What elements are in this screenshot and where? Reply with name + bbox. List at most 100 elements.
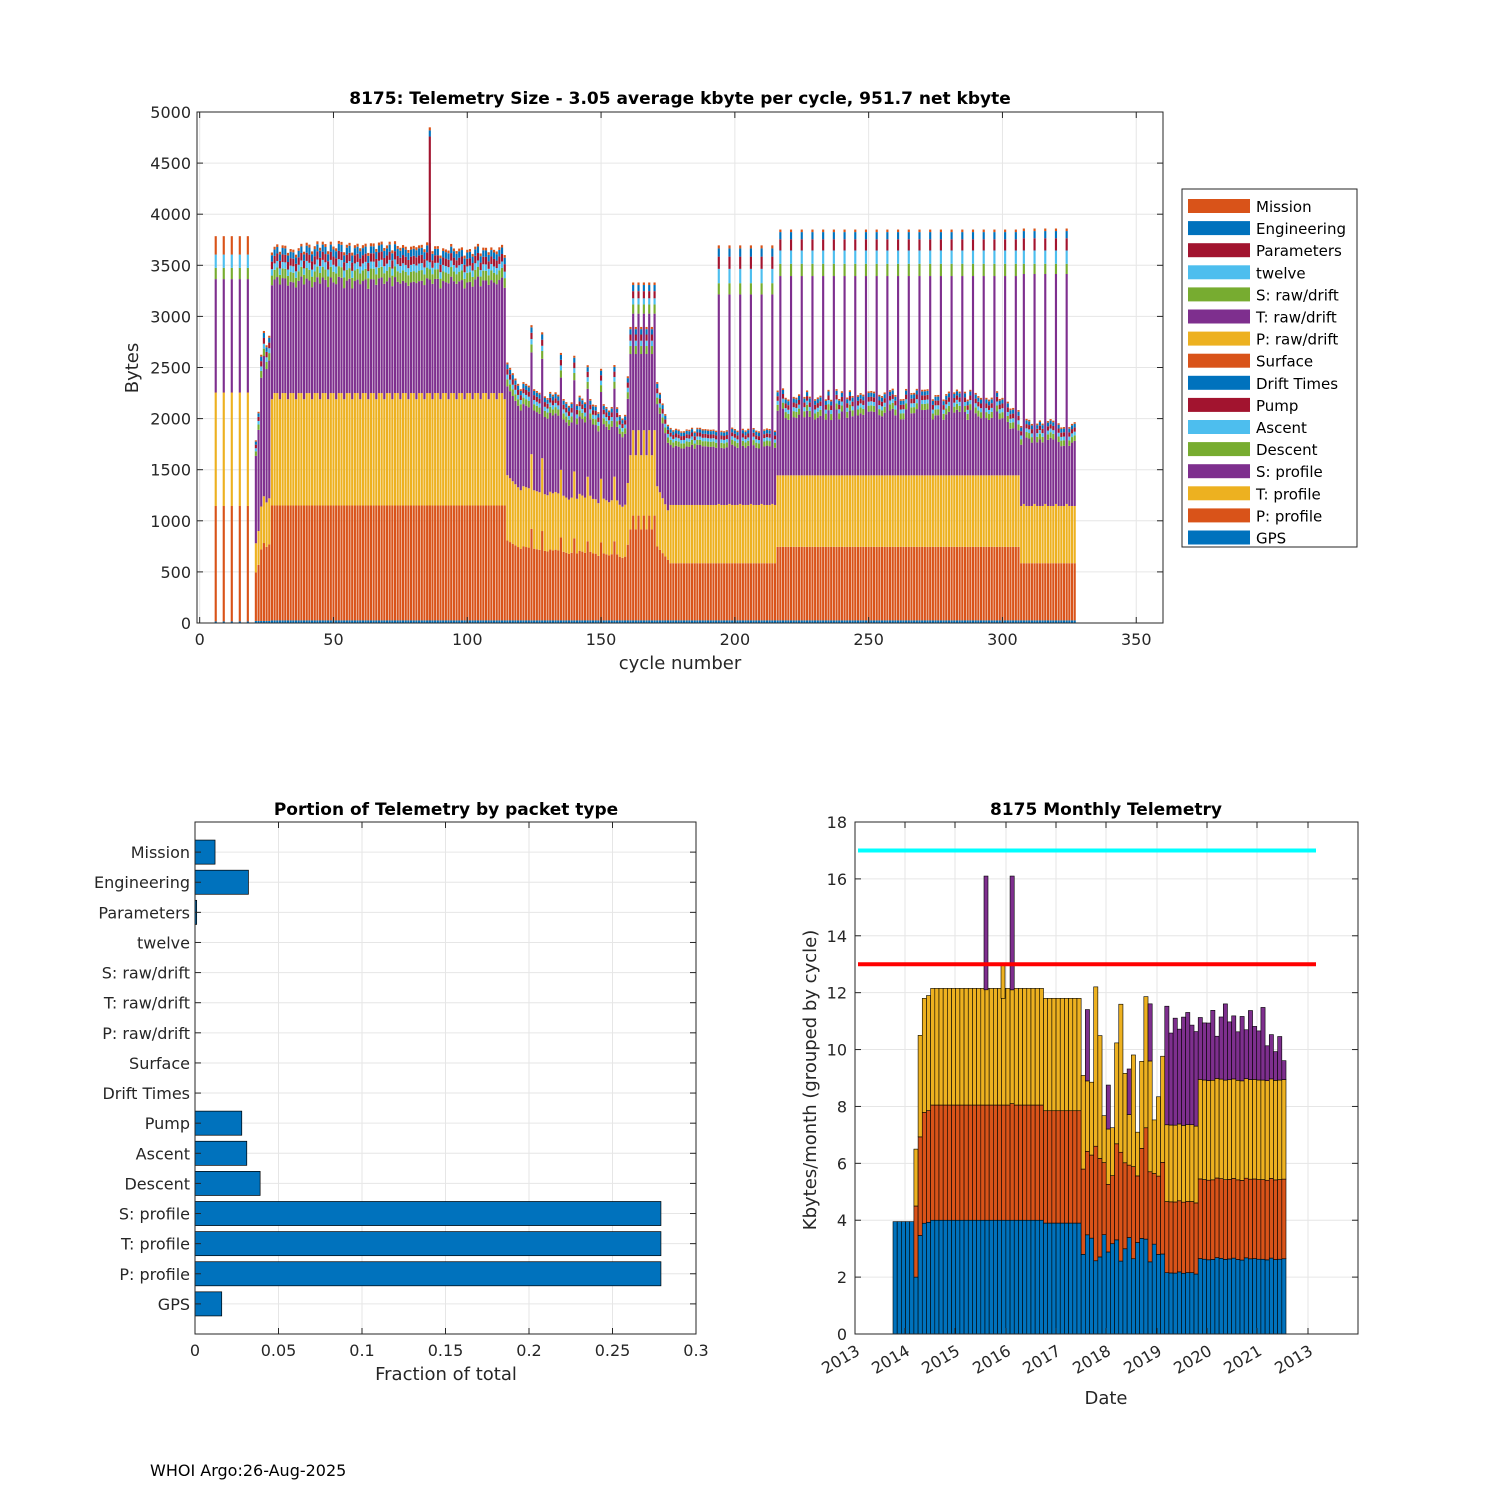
bar-segment	[966, 419, 969, 476]
bar-segment	[739, 245, 742, 249]
bar-segment	[760, 563, 763, 621]
bar-segment	[899, 475, 902, 547]
bar-segment	[335, 273, 338, 285]
bar-segment	[749, 245, 752, 249]
bar-segment	[910, 398, 913, 404]
bar-segment	[624, 620, 627, 623]
bar-segment	[487, 252, 490, 255]
bar-segment	[428, 127, 431, 131]
monthly-bar	[1043, 1222, 1048, 1335]
bar-segment	[431, 253, 434, 261]
bar-segment	[1028, 505, 1031, 564]
bar-segment	[798, 404, 801, 409]
bar-segment	[597, 431, 600, 504]
bar-segment	[862, 546, 865, 621]
bar-segment	[656, 382, 659, 384]
bar-segment	[1012, 428, 1015, 476]
bar-segment	[1046, 620, 1050, 623]
bar-segment	[479, 270, 482, 277]
bar-segment	[696, 504, 699, 564]
bar-segment	[551, 394, 554, 397]
monthly-bar	[1193, 1031, 1199, 1127]
bar-segment	[541, 334, 544, 340]
bar-segment	[816, 399, 819, 404]
bar-segment	[498, 256, 501, 264]
bar-segment	[321, 266, 324, 278]
category-label: Pump	[145, 1114, 190, 1133]
bar-segment	[431, 505, 434, 621]
bar-segment	[463, 288, 466, 400]
y-tick-label: 14	[827, 927, 847, 946]
bar-segment	[947, 411, 950, 476]
y-tick-label: 3000	[150, 307, 191, 326]
bar-segment	[661, 423, 664, 499]
bar-segment	[230, 392, 233, 506]
bar-segment	[648, 430, 651, 516]
bar-segment	[931, 620, 934, 623]
bar-segment	[905, 388, 908, 391]
monthly-bar	[1139, 1238, 1145, 1335]
bar-segment	[666, 620, 670, 623]
bar-segment	[455, 274, 458, 284]
bar-segment	[950, 232, 953, 240]
bar-segment	[988, 401, 991, 406]
bar-segment	[337, 259, 340, 267]
bar-segment	[418, 281, 421, 394]
bar-segment	[586, 381, 589, 389]
bar-segment	[792, 396, 795, 399]
bar-segment	[915, 394, 918, 400]
bar-segment	[343, 252, 346, 256]
bar-segment	[305, 245, 308, 253]
monthly-bar	[955, 988, 961, 1106]
bar-segment	[361, 263, 364, 271]
bar-segment	[704, 437, 707, 442]
monthly-bar	[1005, 988, 1011, 1106]
bar-segment	[832, 546, 835, 621]
bar-segment	[292, 505, 295, 621]
bar-segment	[340, 241, 343, 245]
bar-segment	[915, 475, 918, 547]
bar-segment	[503, 255, 506, 258]
packet-bar	[194, 1171, 261, 1196]
bar-segment	[343, 277, 346, 289]
bar-segment	[426, 245, 429, 253]
bar-segment	[377, 620, 381, 623]
bar-segment	[669, 427, 672, 430]
monthly-bar	[997, 1219, 1003, 1335]
bar-segment	[806, 390, 809, 393]
monthly-bar	[1193, 1202, 1199, 1275]
bar-segment	[827, 395, 830, 401]
bar-segment	[1062, 620, 1066, 623]
bar-segment	[482, 393, 485, 506]
bar-segment	[704, 563, 707, 621]
bar-segment	[800, 475, 803, 547]
bar-segment	[982, 475, 985, 547]
bar-segment	[294, 254, 298, 258]
bar-segment	[345, 262, 348, 271]
bar-segment	[795, 403, 798, 408]
bar-segment	[273, 255, 276, 264]
bar-segment	[808, 398, 811, 403]
monthly-bar	[1139, 1061, 1145, 1149]
bar-segment	[923, 475, 926, 547]
bar-segment	[824, 620, 827, 623]
monthly-bar	[955, 1104, 961, 1221]
bar-segment	[519, 548, 522, 621]
bar-segment	[458, 505, 461, 621]
bar-segment	[476, 252, 480, 261]
bar-segment	[971, 229, 975, 233]
bar-segment	[1033, 238, 1036, 251]
bar-segment	[634, 326, 637, 330]
monthly-bar	[972, 1219, 977, 1335]
bar-segment	[238, 236, 241, 255]
bar-segment	[894, 415, 897, 476]
bar-segment	[490, 505, 493, 621]
bar-segment	[364, 620, 367, 623]
bar-segment	[1012, 413, 1015, 419]
bar-segment	[522, 486, 525, 547]
monthly-bar	[1022, 1104, 1028, 1221]
bar-segment	[551, 400, 554, 406]
bar-segment	[278, 268, 282, 275]
bar-segment	[332, 246, 335, 250]
bar-segment	[270, 255, 273, 262]
